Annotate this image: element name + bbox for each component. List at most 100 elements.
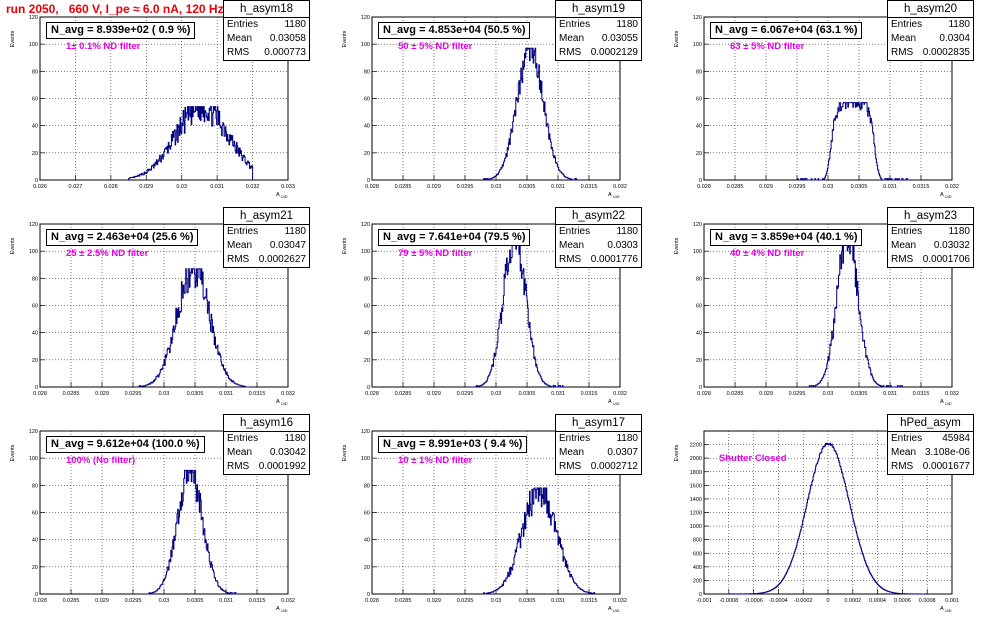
- stats-key: Entries: [227, 19, 259, 30]
- x-tick-label: 0.0285: [395, 598, 412, 604]
- x-tick-label: 0.0295: [457, 391, 474, 397]
- y-tick-label: 80: [32, 69, 38, 75]
- x-axis-subscript: UID: [613, 195, 620, 199]
- histogram-panel-h_asym16: 0.028 0.0285 0.029 0.0295 0.03 0.0305 0.031 0.0…: [0, 414, 332, 621]
- stats-value: 0.0001677: [922, 461, 970, 472]
- x-tick-label: 0.031: [883, 184, 897, 190]
- filter-label: 10 ± 1% ND filter: [398, 455, 473, 466]
- histogram-plot: 0.028 0.0285 0.029 0.0295 0.03 0.0305 0.031 0.0…: [10, 222, 295, 406]
- x-tick-label: 0.0315: [581, 184, 598, 190]
- y-axis-title: Events: [10, 237, 16, 254]
- y-axis-title: Events: [674, 30, 680, 47]
- x-tick-label: -0.0006: [744, 598, 763, 604]
- x-axis-subscript: UID: [945, 609, 952, 613]
- stats-title: h_asym18: [224, 1, 309, 18]
- navg-label: N_avg = 8.939e+02 ( 0.9 %): [46, 22, 196, 39]
- x-tick-label: 0.032: [613, 391, 627, 397]
- histogram-line: [483, 487, 596, 595]
- navg-label: N_avg = 3.859e+04 (40.1 %): [710, 229, 863, 246]
- y-tick-label: 2000: [690, 456, 702, 462]
- y-axis-title: Events: [342, 237, 348, 254]
- histogram-plot: 0.026 0.027 0.028 0.029 0.03 0.031 0.032 0.033 0…: [10, 15, 295, 199]
- x-tick-label: 0.0006: [894, 598, 911, 604]
- stats-key: Mean: [559, 33, 585, 44]
- x-tick-label: 0.0315: [913, 391, 930, 397]
- x-tick-label: 0.0295: [789, 184, 806, 190]
- filter-label: 79 ± 5% ND filter: [398, 248, 473, 259]
- x-tick-label: 0.032: [281, 598, 295, 604]
- stats-row-mean: Mean 0.0304: [888, 32, 973, 46]
- histogram-panel-h_asym19: 0.028 0.0285 0.029 0.0295 0.03 0.0305 0.031 0.0…: [332, 0, 664, 207]
- stats-key: Entries: [227, 433, 259, 444]
- y-tick-label: 120: [29, 429, 38, 435]
- stats-key: Mean: [891, 33, 917, 44]
- stats-key: Entries: [559, 226, 591, 237]
- x-tick-label: 0.031: [883, 391, 897, 397]
- y-tick-label: 40: [696, 331, 702, 337]
- x-tick-label: 0.031: [551, 598, 565, 604]
- stats-key: RMS: [559, 254, 582, 265]
- stats-title: h_asym23: [888, 208, 973, 225]
- x-tick-label: 0.0305: [851, 184, 868, 190]
- stats-box: h_asym22 Entries 1180 Mean 0.0303 RMS 0.000177…: [555, 207, 642, 268]
- stats-value: 0.03058: [269, 33, 306, 44]
- x-tick-label: 0.028: [697, 391, 711, 397]
- stats-value: 0.03055: [601, 33, 638, 44]
- y-tick-label: 80: [364, 69, 370, 75]
- stats-row-entries: Entries 1180: [556, 432, 641, 446]
- page-title: run 2050, 660 V, I_pe ≈ 6.0 nA, 120 Hz: [6, 2, 224, 16]
- stats-title: h_asym21: [224, 208, 309, 225]
- stats-row-rms: RMS 0.0002129: [556, 46, 641, 60]
- stats-title: h_asym17: [556, 415, 641, 432]
- y-tick-label: 200: [693, 578, 702, 584]
- x-tick-label: 0.0295: [457, 598, 474, 604]
- x-tick-label: 0.029: [139, 184, 153, 190]
- y-tick-label: 80: [696, 69, 702, 75]
- y-tick-label: 60: [32, 511, 38, 517]
- y-tick-label: 20: [696, 151, 702, 157]
- x-tick-label: 0.0285: [395, 391, 412, 397]
- x-tick-label: 0.031: [210, 184, 224, 190]
- stats-value: 0.0303: [607, 240, 638, 251]
- x-tick-label: 0.03: [159, 391, 170, 397]
- y-tick-label: 40: [696, 124, 702, 130]
- y-tick-label: 400: [693, 565, 702, 571]
- stats-value: 0.0002712: [590, 461, 638, 472]
- stats-box: h_asym23 Entries 1180 Mean 0.03032 RMS 0.00017…: [887, 207, 974, 268]
- x-tick-label: 0.03: [159, 598, 170, 604]
- x-tick-label: 0.032: [945, 391, 959, 397]
- y-tick-label: 60: [364, 304, 370, 310]
- y-axis-title: Events: [342, 30, 348, 47]
- histogram-panel-h_asym23: 0.028 0.0285 0.029 0.0295 0.03 0.0305 0.031 0.0…: [664, 207, 996, 414]
- y-tick-label: 100: [29, 249, 38, 255]
- x-tick-label: 0.0315: [581, 598, 598, 604]
- stats-value: 0.03032: [933, 240, 970, 251]
- y-tick-label: 100: [29, 456, 38, 462]
- stats-value: 1180: [284, 19, 306, 30]
- y-tick-label: 0: [367, 592, 370, 598]
- stats-box: h_asym17 Entries 1180 Mean 0.0307 RMS 0.000271…: [555, 414, 642, 475]
- histogram-plot: 0.028 0.0285 0.029 0.0295 0.03 0.0305 0.031 0.0…: [342, 222, 627, 406]
- stats-key: RMS: [891, 254, 914, 265]
- stats-title: h_asym20: [888, 1, 973, 18]
- x-tick-label: 0.028: [104, 184, 118, 190]
- x-tick-label: 0.0305: [851, 391, 868, 397]
- y-axis-title: Events: [10, 444, 16, 461]
- x-tick-label: 0.029: [95, 391, 109, 397]
- stats-row-mean: Mean 0.03032: [888, 239, 973, 253]
- y-tick-label: 60: [364, 97, 370, 103]
- stats-row-mean: Mean 0.03042: [224, 446, 309, 460]
- x-axis-subscript: UID: [281, 195, 288, 199]
- navg-label: N_avg = 6.067e+04 (63.1 %): [710, 22, 863, 39]
- x-tick-label: 0.028: [33, 598, 47, 604]
- stats-key: RMS: [227, 47, 250, 58]
- x-tick-label: 0.0285: [63, 598, 80, 604]
- x-tick-label: 0.0285: [395, 184, 412, 190]
- navg-label: N_avg = 2.463e+04 (25.6 %): [46, 229, 199, 246]
- stats-row-entries: Entries 1180: [224, 18, 309, 32]
- y-tick-label: 40: [32, 538, 38, 544]
- y-tick-label: 0: [699, 178, 702, 184]
- x-axis-subscript: UID: [281, 609, 288, 613]
- x-tick-label: 0.029: [427, 391, 441, 397]
- y-tick-label: 60: [696, 304, 702, 310]
